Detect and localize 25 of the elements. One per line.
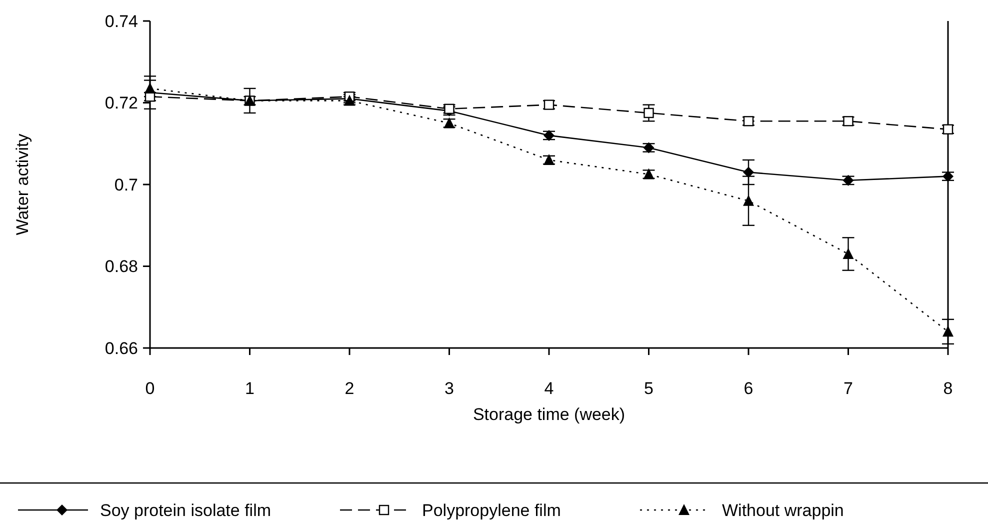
point [743,166,754,178]
x-tick-label: 1 [245,379,254,398]
legend-label: Polypropylene film [422,500,561,520]
y-tick-label: 0.72 [104,94,138,113]
x-tick-label: 4 [544,379,554,398]
x-tick-label: 3 [444,379,454,398]
y-tick-label: 0.7 [114,175,138,194]
y-tick-label: 0.68 [104,257,138,276]
legend-label: Soy protein isolate film [100,500,272,520]
point [144,82,156,94]
x-tick-label: 8 [943,379,953,398]
x-tick-label: 0 [145,379,155,398]
x-tick-label: 5 [644,379,654,398]
point [743,194,754,206]
point [842,248,854,259]
y-axis-title: Water activity [13,133,32,236]
legend-label: Without wrappin [722,500,844,520]
x-axis-title: Storage time (week) [472,405,626,424]
y-tick-label: 0.66 [104,338,138,358]
x-tick-label: 7 [844,379,853,398]
x-tick-label: 6 [744,379,754,398]
point [644,108,654,118]
point [942,326,954,337]
x-tick-label: 2 [344,379,354,398]
y-tick-label: 0.74 [104,12,138,31]
